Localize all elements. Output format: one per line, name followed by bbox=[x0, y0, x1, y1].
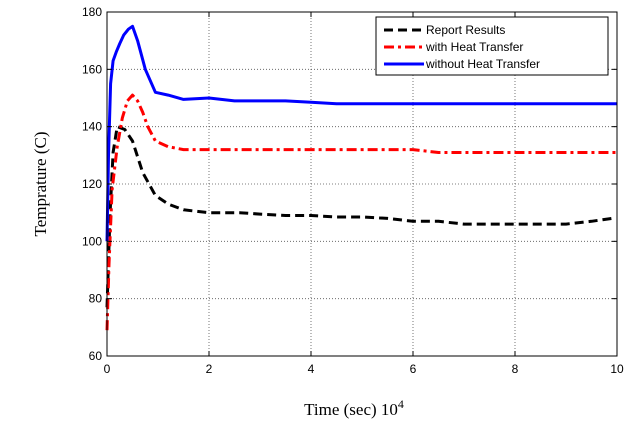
series-line-report-results bbox=[105, 125, 613, 308]
series-line-without-heat-transfer bbox=[105, 24, 617, 242]
x-tick-label: 2 bbox=[206, 362, 213, 376]
legend-label-with-heat-transfer: with Heat Transfer bbox=[425, 40, 523, 54]
x-tick-label: 4 bbox=[308, 362, 315, 376]
y-tick-label: 140 bbox=[82, 120, 102, 134]
y-axis-title: Temprature (C) bbox=[31, 131, 50, 236]
x-axis-title: Time (sec) 104 bbox=[304, 397, 404, 419]
x-tick-label: 0 bbox=[104, 362, 111, 376]
y-tick-label: 120 bbox=[82, 177, 102, 191]
y-tick-label: 80 bbox=[89, 292, 103, 306]
y-tick-label: 100 bbox=[82, 234, 102, 248]
x-tick-label: 8 bbox=[512, 362, 519, 376]
series-line-with-heat-transfer bbox=[105, 93, 617, 331]
x-axis-title-text: Time (sec) bbox=[304, 400, 377, 419]
legend: Report Results with Heat Transfer withou… bbox=[375, 16, 609, 76]
y-tick-label: 160 bbox=[82, 62, 102, 76]
x-tick-label: 10 bbox=[610, 362, 624, 376]
legend-label-report-results: Report Results bbox=[426, 23, 505, 37]
x-tick-label: 6 bbox=[410, 362, 417, 376]
x-axis-exponent-base: 10 bbox=[381, 400, 398, 419]
x-axis-exponent: 4 bbox=[398, 397, 404, 411]
series-layer bbox=[105, 24, 617, 331]
legend-label-without-heat-transfer: without Heat Transfer bbox=[425, 57, 540, 71]
y-tick-label: 180 bbox=[82, 5, 102, 19]
ticks: 0 2 4 6 8 10 60 80 100 120 140 160 180 bbox=[82, 5, 624, 376]
y-tick-label: 60 bbox=[89, 349, 103, 363]
